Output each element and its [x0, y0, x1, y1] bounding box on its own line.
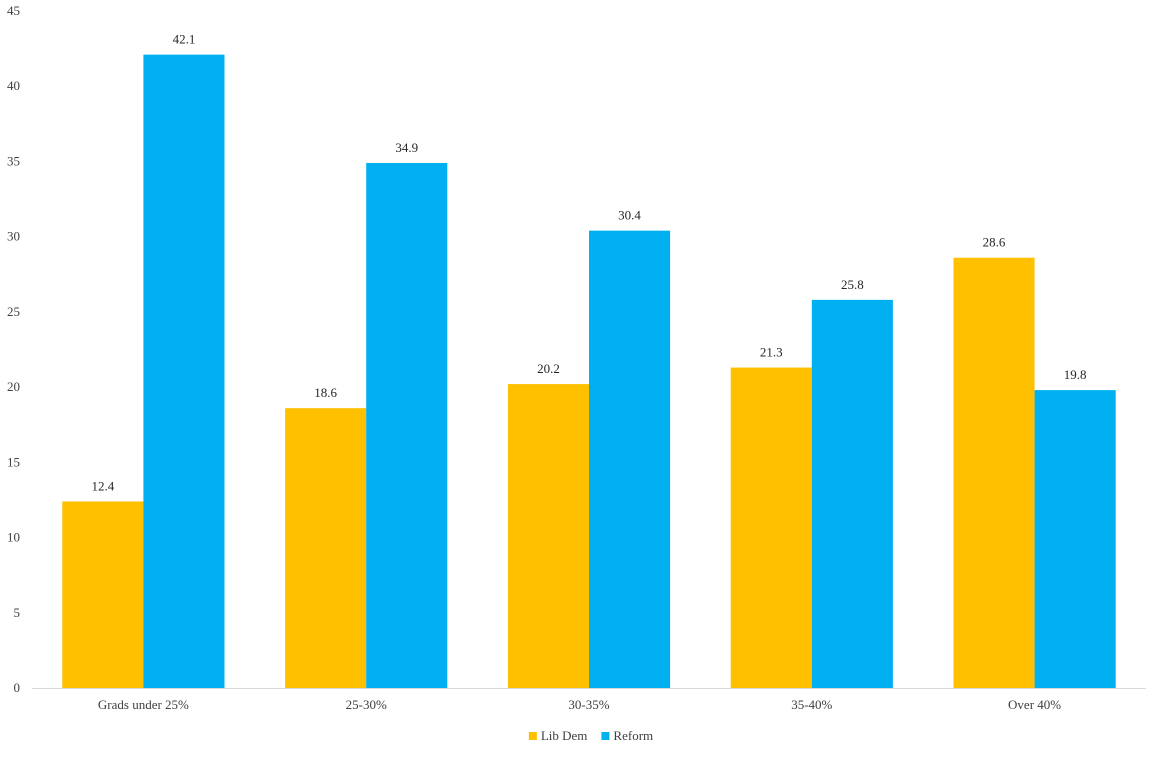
bar-reform	[366, 162, 448, 689]
x-tick-label: 30-35%	[568, 697, 609, 712]
bar-lib-dem	[507, 384, 589, 688]
legend-label: Reform	[613, 728, 653, 743]
y-tick-label: 25	[7, 304, 20, 319]
y-tick-label: 45	[7, 3, 20, 18]
bar-lib-dem	[62, 501, 144, 688]
bar-reform	[811, 299, 893, 688]
y-tick-label: 10	[7, 530, 20, 545]
y-tick-label: 35	[7, 153, 20, 168]
legend-swatch	[528, 732, 537, 740]
data-label: 18.6	[314, 385, 337, 400]
bar-lib-dem	[285, 408, 367, 688]
x-tick-label: 35-40%	[791, 697, 832, 712]
data-label: 28.6	[983, 235, 1006, 250]
legend-label: Lib Dem	[541, 728, 588, 743]
x-tick-label: 25-30%	[346, 697, 387, 712]
y-tick-label: 0	[14, 680, 21, 695]
legend-swatch	[601, 732, 610, 740]
data-label: 19.8	[1064, 367, 1087, 382]
data-label: 25.8	[841, 277, 864, 292]
y-axis: 0 5 10 15 20 25 30 35 40 45	[7, 3, 20, 695]
y-tick-label: 40	[7, 78, 20, 93]
data-label: 12.4	[91, 478, 114, 493]
x-tick-label: Over 40%	[1008, 697, 1061, 712]
data-label: 21.3	[760, 345, 783, 360]
bar-reform	[143, 54, 225, 688]
data-label: 20.2	[537, 361, 560, 376]
bar-reform	[1034, 390, 1116, 688]
y-tick-label: 5	[14, 605, 21, 620]
data-labels: 12.4 42.1 18.6 34.9 20.2 30.4 21.3 25.8 28.6 19.8	[91, 32, 1086, 494]
bar-lib-dem	[953, 257, 1035, 688]
data-label: 30.4	[618, 208, 641, 223]
y-tick-label: 15	[7, 454, 20, 469]
y-tick-label: 30	[7, 229, 20, 244]
x-axis: Grads under 25% 25-30% 30-35% 35-40% Over 40…	[98, 697, 1061, 712]
y-tick-label: 20	[7, 379, 20, 394]
bar-reform	[589, 230, 671, 688]
data-label: 42.1	[173, 32, 196, 47]
legend: Lib Dem Reform	[528, 728, 653, 743]
x-tick-label: Grads under 25%	[98, 697, 189, 712]
bars	[62, 54, 1116, 689]
bar-lib-dem	[730, 367, 812, 688]
data-label: 34.9	[395, 140, 418, 155]
